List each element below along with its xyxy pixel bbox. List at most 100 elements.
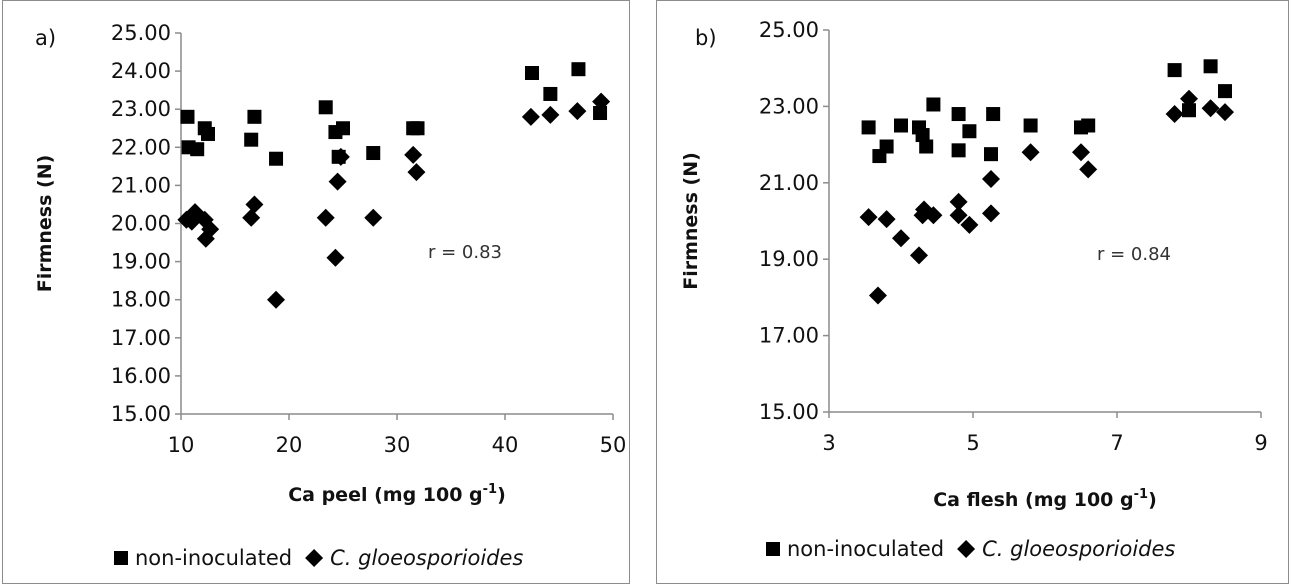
data-point-diamond xyxy=(331,147,350,166)
legend-label-c-gloeosporioides: C. gloeosporioides xyxy=(330,546,523,570)
data-point-diamond xyxy=(1180,89,1198,108)
y-tick-label: 15.00 xyxy=(759,400,819,424)
data-point-square xyxy=(962,124,977,139)
data-point-diamond xyxy=(1021,143,1040,162)
data-point-square xyxy=(318,100,333,115)
data-point-square xyxy=(1167,63,1182,78)
data-point-square xyxy=(915,128,930,143)
data-point-diamond xyxy=(328,172,347,191)
data-point-diamond xyxy=(242,208,261,227)
y-axis-title: Firmness (N) xyxy=(34,155,56,293)
legend-square-marker xyxy=(766,542,780,556)
data-point-square xyxy=(926,97,941,112)
legend-diamond-marker xyxy=(957,540,976,558)
correlation-annotation: r = 0.83 xyxy=(428,242,502,263)
data-point-diamond xyxy=(859,208,878,227)
data-point-square xyxy=(543,86,558,101)
y-tick-label: 23.00 xyxy=(111,97,171,121)
y-tick-label: 17.00 xyxy=(111,326,171,350)
y-tick-label: 20.00 xyxy=(111,212,171,236)
data-point-square xyxy=(190,142,205,157)
legend-diamond-marker xyxy=(305,549,324,567)
data-point-diamond xyxy=(541,105,560,124)
data-point-diamond xyxy=(245,195,264,214)
y-tick-label: 25.00 xyxy=(111,21,171,45)
chart-panel-a: 15.00 16.00 17.00 18.00 19.00 20.00 21.00 22.00… xyxy=(2,0,630,584)
data-point-square xyxy=(180,109,195,124)
data-point-square xyxy=(1182,103,1196,118)
data-point-diamond xyxy=(982,169,1000,188)
correlation-annotation: r = 0.84 xyxy=(1097,244,1171,265)
data-point-diamond xyxy=(592,92,611,111)
series-c-gloeosporioides xyxy=(859,89,1234,305)
x-tick-label: 9 xyxy=(1254,431,1267,455)
legend: non-inoculated C. gloeosporioides xyxy=(766,537,1175,561)
data-point-square xyxy=(269,151,284,166)
panel-label: a) xyxy=(35,26,56,50)
legend-square-marker xyxy=(114,551,128,565)
x-tick-label: 10 xyxy=(168,433,195,457)
chart-panel-b: 15.00 17.00 19.00 21.00 23.00 25.00 3 5 7 9 b) Firm… xyxy=(656,0,1289,584)
data-point-square xyxy=(894,118,908,133)
y-tick-label: 22.00 xyxy=(111,135,171,159)
data-point-diamond xyxy=(915,200,934,219)
data-point-square xyxy=(244,132,259,147)
y-axis-title: Firmness (N) xyxy=(680,152,702,290)
x-tick-label: 7 xyxy=(1110,431,1123,455)
data-point-square xyxy=(861,120,876,135)
data-point-square xyxy=(410,121,425,136)
data-point-diamond xyxy=(1072,143,1090,162)
data-point-square xyxy=(984,147,998,162)
data-point-square xyxy=(593,106,608,121)
data-point-square xyxy=(951,143,966,158)
data-point-diamond xyxy=(1216,103,1234,122)
data-point-diamond xyxy=(1201,99,1220,118)
y-tick-label: 24.00 xyxy=(111,59,171,83)
y-tick-label: 19.00 xyxy=(111,250,171,274)
data-point-square xyxy=(986,107,1001,122)
data-point-diamond xyxy=(868,286,887,305)
y-tick-label: 16.00 xyxy=(111,364,171,388)
data-point-diamond xyxy=(949,192,968,211)
chart-b-svg: 15.00 17.00 19.00 21.00 23.00 25.00 3 5 7 9 b) Firm… xyxy=(680,18,1268,561)
y-tick-label: 23.00 xyxy=(759,94,819,118)
data-point-square xyxy=(525,66,539,81)
data-point-square xyxy=(201,126,215,141)
x-tick-label: 20 xyxy=(276,433,303,457)
data-point-diamond xyxy=(960,215,979,234)
x-axis-title: Ca peel (mg 100 g-1) xyxy=(288,482,506,506)
data-point-diamond xyxy=(267,290,286,309)
data-point-square xyxy=(571,62,586,77)
data-point-square xyxy=(951,107,966,122)
legend: non-inoculated C. gloeosporioides xyxy=(114,546,523,570)
x-tick-label: 40 xyxy=(492,433,519,457)
y-tick-label: 21.00 xyxy=(759,171,819,195)
data-point-square xyxy=(919,139,934,154)
data-point-diamond xyxy=(326,248,345,267)
data-point-square xyxy=(879,139,894,154)
legend-label-c-gloeosporioides: C. gloeosporioides xyxy=(982,537,1175,561)
data-point-square xyxy=(1023,118,1038,133)
data-point-square xyxy=(336,121,350,136)
data-point-diamond xyxy=(201,220,220,239)
legend-label-non-inoculated: non-inoculated xyxy=(135,546,292,570)
x-tick-label: 30 xyxy=(384,433,411,457)
data-point-diamond xyxy=(924,206,943,225)
data-point-diamond xyxy=(364,208,383,227)
data-point-diamond xyxy=(407,163,426,182)
data-point-diamond xyxy=(1165,105,1184,124)
data-point-diamond xyxy=(1079,160,1098,179)
data-point-diamond xyxy=(982,204,1000,223)
data-point-diamond xyxy=(910,246,928,265)
x-axis-title: Ca flesh (mg 100 g-1) xyxy=(933,487,1157,511)
y-tick-label: 25.00 xyxy=(759,18,819,42)
series-c-gloeosporioides xyxy=(177,92,611,309)
series-non-inoculated xyxy=(861,59,1232,164)
y-tick-label: 18.00 xyxy=(111,288,171,312)
data-point-diamond xyxy=(404,145,423,164)
x-tick-label: 3 xyxy=(822,431,835,455)
data-point-diamond xyxy=(316,208,335,227)
data-point-square xyxy=(1081,118,1096,133)
legend-label-non-inoculated: non-inoculated xyxy=(787,537,944,561)
data-point-diamond xyxy=(877,210,896,229)
